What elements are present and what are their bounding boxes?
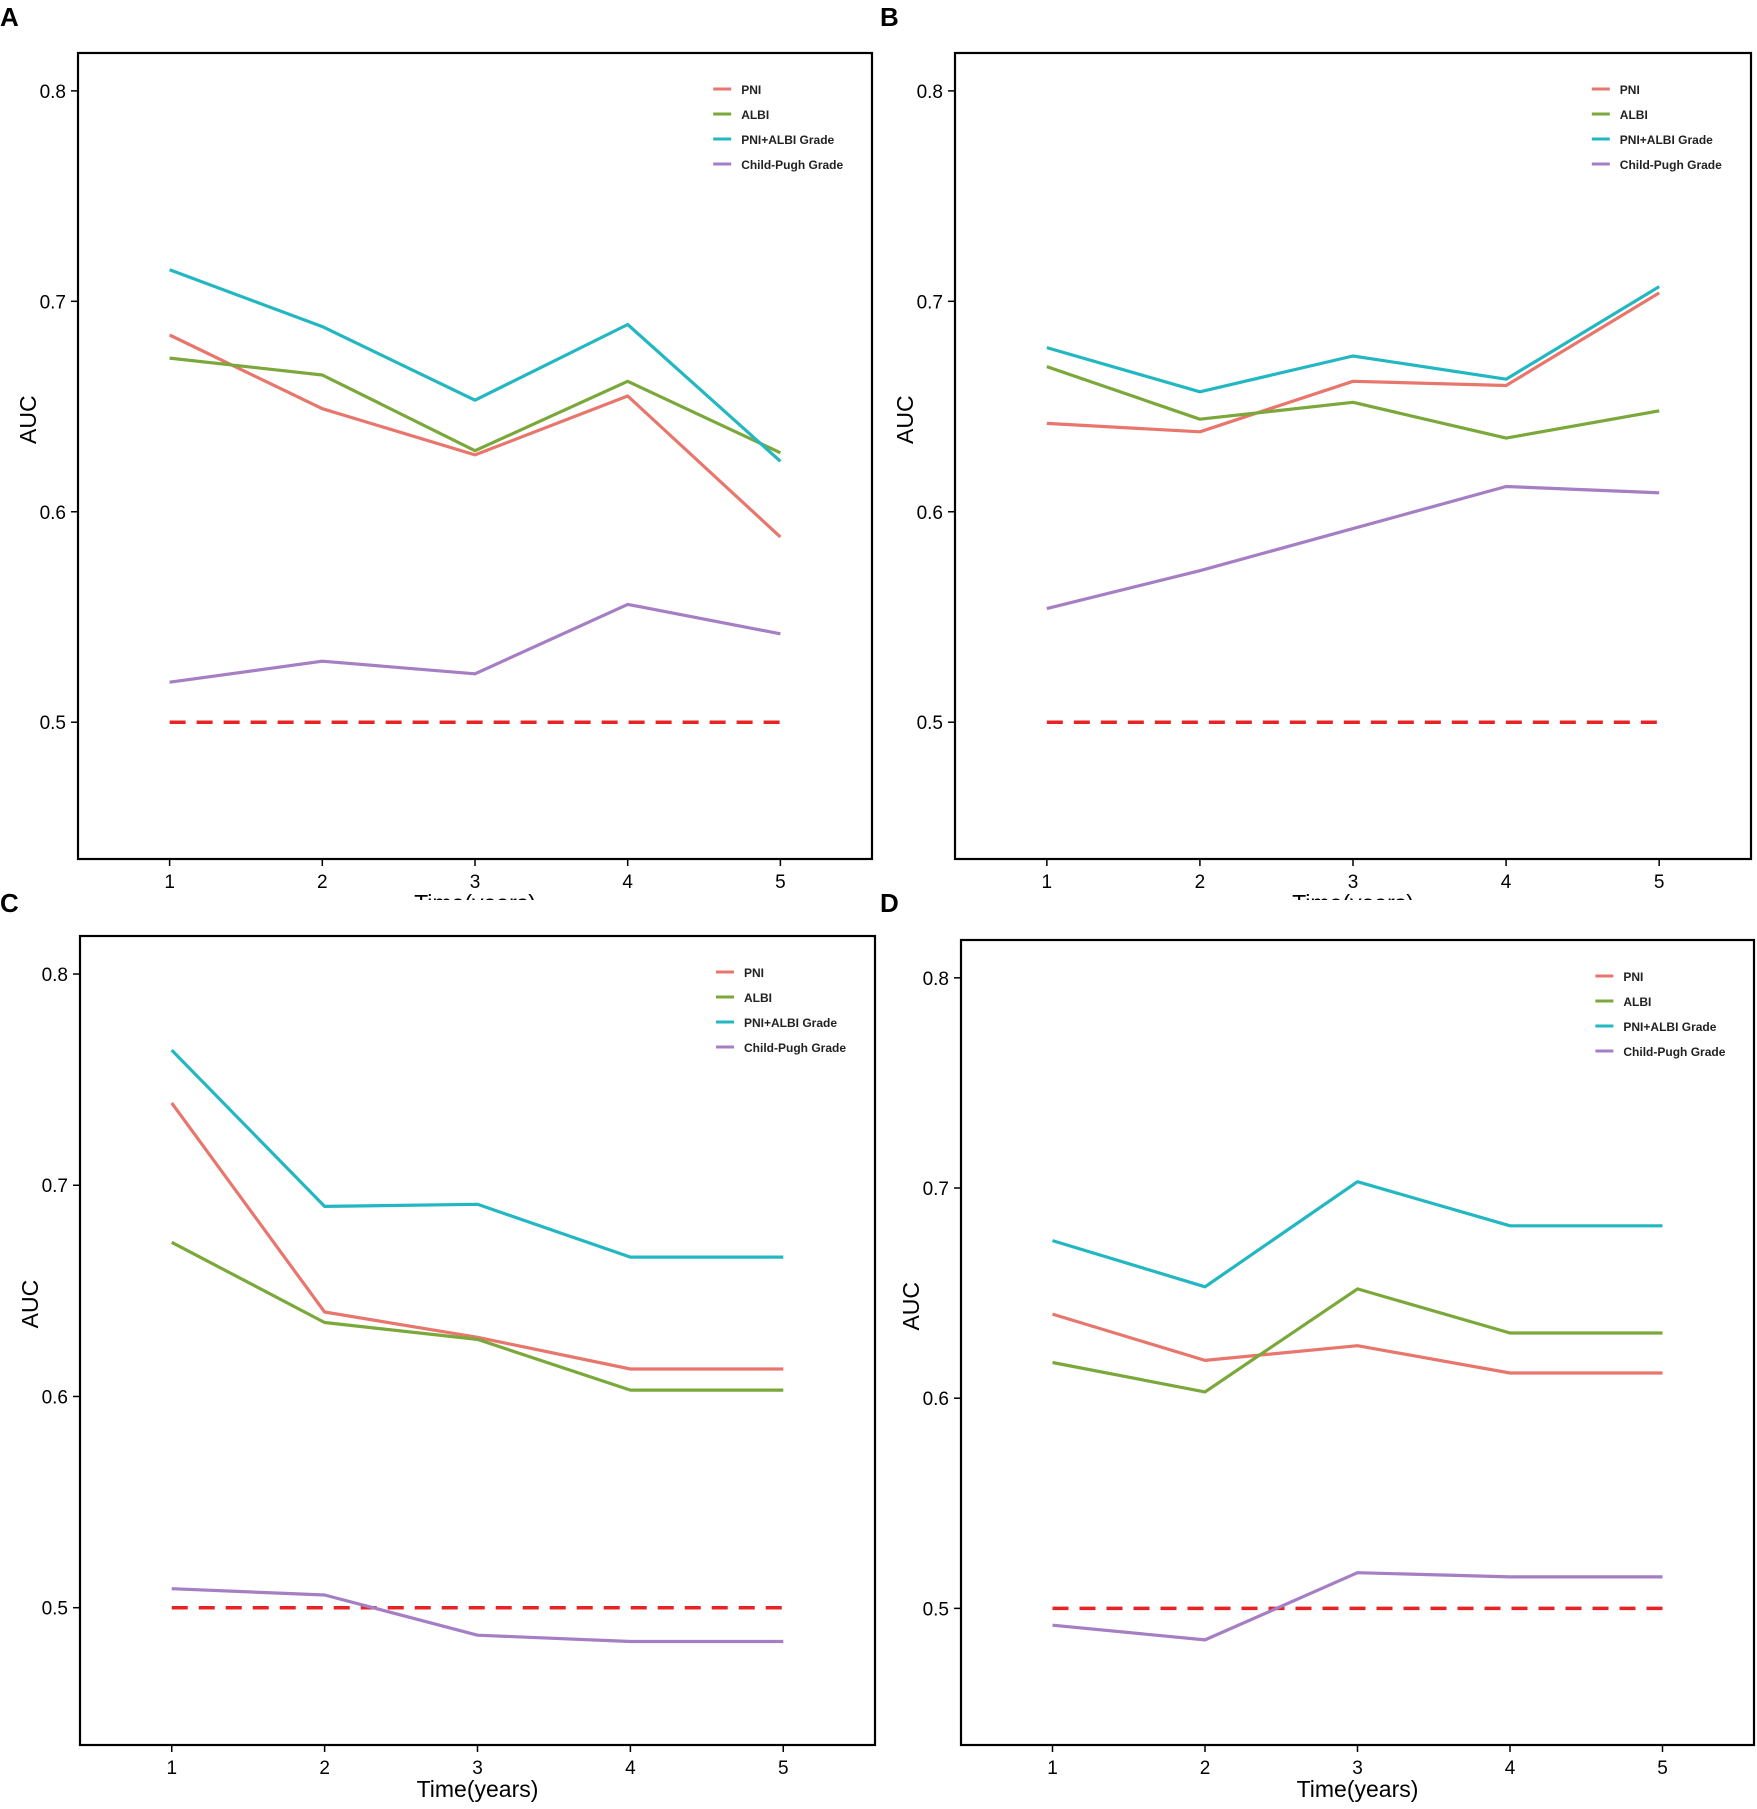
x-tick-label: 4 [622,872,633,893]
legend-label: PNI [1623,970,1643,984]
x-tick-label: 1 [164,872,175,893]
x-tick-label: 2 [1200,1758,1211,1779]
panel-c: C 0.5 0.6 0.7 0.8 1 2 3 4 5 Time(years) AUC PNI ALBI… [0,888,878,1804]
legend-label: Child-Pugh Grade [1623,1045,1725,1059]
legend-label: ALBI [741,108,769,122]
series-line-albi [169,356,782,455]
series-line-child-pugh-grade [169,602,781,684]
series-line-child-pugh-grade [171,1587,784,1644]
x-tick-label: 2 [1195,872,1206,893]
y-axis-label: AUC [892,395,918,444]
y-tick-label: 0.5 [923,1599,949,1620]
chart-b: 0.5 0.6 0.7 0.8 1 2 3 4 5 Time(years) AUC PNI ALBI PN… [892,51,1753,916]
x-axis-label: Time(years) [417,1776,539,1802]
x-tick-label: 3 [1348,872,1359,893]
series-line-pni [168,333,782,539]
panel-letter: C [0,888,19,918]
x-tick-label: 1 [166,1758,177,1779]
y-tick-label: 0.8 [923,969,949,990]
panel-letter: A [0,2,19,32]
legend-label: PNI [1620,83,1640,97]
x-tick-label: 5 [1654,872,1665,893]
panel-a: A 0.5 0.6 0.7 0.8 1 2 3 4 5 Time(years) AUC PNI ALBI… [0,0,878,916]
y-tick-label: 0.6 [917,503,943,524]
y-axis-label: AUC [15,395,41,444]
panel-letter: B [880,2,899,32]
chart-c: 0.5 0.6 0.7 0.8 1 2 3 4 5 Time(years) AUC PNI ALBI PN… [17,934,877,1802]
y-tick-label: 0.7 [923,1179,949,1200]
legend-label: Child-Pugh Grade [1620,158,1722,172]
legend-label: PNI+ALBI Grade [741,133,834,147]
x-tick-label: 5 [778,1758,789,1779]
y-axis-label: AUC [17,1280,43,1329]
legend-label: ALBI [1620,108,1648,122]
x-tick-label: 5 [1657,1758,1668,1779]
legend-label: PNI+ALBI Grade [1620,133,1713,147]
x-tick-label: 3 [472,1758,483,1779]
series-line-pni-albi-grade [170,1048,784,1259]
y-tick-label: 0.5 [42,1599,68,1620]
x-axis-label: Time(years) [414,890,536,900]
legend-label: ALBI [744,991,772,1005]
series-line-pni-albi-grade [1052,1180,1663,1289]
series-line-albi [170,1240,784,1392]
x-tick-label: 3 [470,872,481,893]
y-tick-label: 0.7 [40,292,66,313]
legend-label: PNI [741,83,761,97]
y-tick-label: 0.7 [917,292,943,313]
plot-frame [953,51,1753,861]
y-axis-label: AUC [898,1282,924,1331]
series-line-pni [1052,1312,1663,1375]
series-line-pni-albi-grade [169,268,782,463]
legend-label: PNI+ALBI Grade [744,1016,837,1030]
legend-label: ALBI [1623,995,1651,1009]
series-line-pni [170,1101,784,1371]
panel-d: D 0.5 0.6 0.7 0.8 1 2 3 4 5 Time(years) AUC PNI ALBI… [878,888,1757,1804]
legend-label: Child-Pugh Grade [744,1041,846,1055]
y-tick-label: 0.6 [923,1389,949,1410]
x-axis-label: Time(years) [1292,890,1414,900]
y-tick-label: 0.8 [917,82,943,103]
y-tick-label: 0.5 [917,713,943,734]
x-tick-label: 2 [317,872,328,893]
y-tick-label: 0.6 [40,503,66,524]
x-tick-label: 1 [1047,1758,1058,1779]
y-tick-label: 0.8 [40,82,66,103]
x-tick-label: 4 [1501,872,1512,893]
x-tick-label: 1 [1042,872,1053,893]
series-line-child-pugh-grade [1046,484,1660,611]
legend-label: PNI [744,966,764,980]
y-tick-label: 0.8 [42,965,68,986]
series-line-albi [1052,1287,1663,1394]
panel-letter: D [880,888,899,918]
x-tick-label: 2 [319,1758,330,1779]
series-line-child-pugh-grade [1052,1571,1663,1642]
chart-a: 0.5 0.6 0.7 0.8 1 2 3 4 5 Time(years) AUC PNI ALBI PN… [15,51,874,916]
x-axis-label: Time(years) [1297,1776,1419,1802]
panel-b: B 0.5 0.6 0.7 0.8 1 2 3 4 5 Time(years) AUC PNI ALBI… [878,0,1757,916]
y-tick-label: 0.7 [42,1176,68,1197]
plot-frame [959,938,1756,1747]
x-tick-label: 4 [1505,1758,1516,1779]
series-line-albi [1046,365,1660,440]
series-line-pni-albi-grade [1046,285,1661,394]
legend-label: Child-Pugh Grade [741,158,843,172]
x-tick-label: 5 [775,872,786,893]
legend-label: PNI+ALBI Grade [1623,1020,1716,1034]
y-tick-label: 0.5 [40,713,66,734]
chart-d: 0.5 0.6 0.7 0.8 1 2 3 4 5 Time(years) AUC PNI ALBI PN… [898,938,1756,1802]
x-tick-label: 4 [625,1758,636,1779]
x-tick-label: 3 [1352,1758,1363,1779]
y-tick-label: 0.6 [42,1387,68,1408]
series-line-pni [1046,291,1661,434]
